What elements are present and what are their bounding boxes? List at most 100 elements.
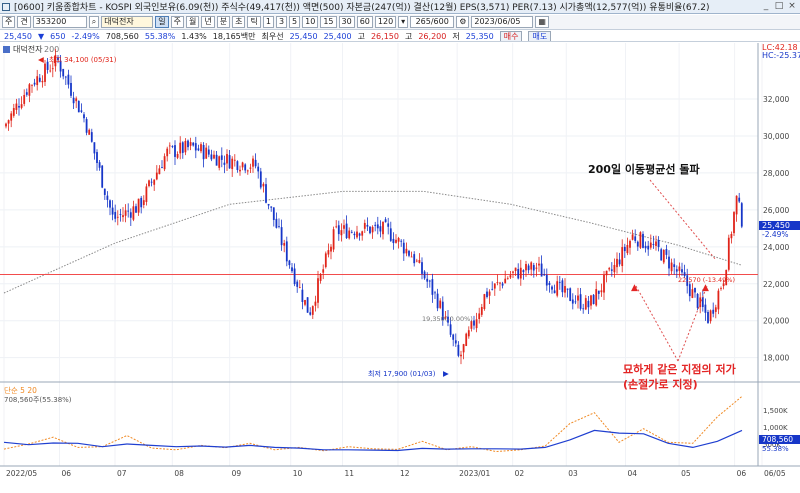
candle-body [111, 207, 114, 215]
price-tick-label: 20,000 [763, 317, 789, 326]
date-tick-label: 02 [515, 469, 525, 478]
volume-line [3, 429, 743, 452]
bid-price: 25,400 [323, 31, 352, 41]
window-titlebar: [0600] 키움종합차트 - KOSPI 외국인보유(6.09(천)) 주식수… [0, 0, 800, 14]
interval-button[interactable]: 60 [356, 16, 373, 28]
date-tick-label: 09 [232, 469, 242, 478]
candle-body [132, 206, 135, 220]
interval-button[interactable]: 30 [338, 16, 355, 28]
candle-body [309, 312, 312, 315]
candle-body [324, 253, 327, 268]
period-tab-tick[interactable]: 틱 [247, 16, 261, 28]
period-tab-year[interactable]: 년 [201, 16, 215, 28]
candle-body [54, 55, 57, 67]
date-field[interactable]: 2023/06/05 [471, 16, 534, 28]
period-tab-day[interactable]: 일 [155, 16, 169, 28]
candle-body [306, 297, 309, 313]
interval-button[interactable]: 5 [289, 16, 301, 28]
candle-body [317, 278, 319, 303]
same-low-note-2: (손절가로 지정) [623, 377, 698, 391]
interval-button[interactable]: 10 [302, 16, 319, 28]
candle-body [93, 142, 96, 154]
candle-body [103, 188, 106, 195]
candle-body [350, 231, 353, 233]
period-tab-second[interactable]: 초 [232, 16, 246, 28]
candle-body [184, 140, 187, 153]
toolbar-item-view[interactable]: 견 [17, 16, 31, 28]
candle-body [275, 218, 278, 228]
price-volume-chart[interactable]: 대덕전자 200 LC:42.18 HC:-25.37 18,000 20,000… [0, 43, 800, 493]
candle-body [176, 154, 179, 158]
toolbar-item-main[interactable]: 주 [2, 16, 16, 28]
candle-body [161, 167, 163, 169]
minimize-button[interactable]: _ [763, 1, 769, 11]
period-tab-month[interactable]: 월 [185, 16, 200, 28]
change-arrow-icon: ▼ [38, 31, 45, 41]
candle-body [574, 301, 577, 303]
interval-button[interactable]: 15 [320, 16, 337, 28]
period-tab-minute[interactable]: 분 [216, 16, 231, 28]
stock-name-field[interactable]: 대덕전자 [101, 16, 154, 28]
period-tab-week[interactable]: 주 [170, 16, 184, 28]
candle-body [647, 245, 650, 250]
candle-body [366, 224, 369, 227]
dropdown-icon[interactable]: ▾ [398, 16, 409, 28]
candle-body [535, 267, 538, 269]
candle-body [577, 295, 579, 301]
candle-body [332, 229, 335, 250]
candle-body [571, 299, 574, 304]
candle-body [262, 183, 265, 187]
candle-body [426, 278, 429, 282]
candle-body [148, 180, 150, 187]
interval-button[interactable]: 3 [275, 16, 288, 28]
chart-toolbar: 주 견 353200 ⌕ 대덕전자 일 주 월 년 분 초 틱 1 3 5 10… [0, 15, 800, 30]
high-annotation: ◀ 최고 34,100 (05/31) [38, 55, 117, 64]
candle-body [642, 233, 644, 248]
high-arrow-icon: ◀ [38, 55, 44, 64]
candle-body [374, 224, 377, 226]
search-icon[interactable]: ⌕ [88, 16, 100, 28]
legend-stock-name: 대덕전자 [13, 44, 43, 54]
high-label: 고 [357, 31, 365, 41]
low-price: 25,350 [465, 31, 494, 41]
candle-body [439, 300, 442, 308]
maximize-button[interactable]: □ [774, 1, 784, 11]
candle-body [62, 68, 65, 77]
date-tick-label: 08 [174, 469, 184, 478]
candle-body [527, 265, 530, 271]
candle-body [33, 82, 36, 85]
candle-body [540, 263, 543, 277]
candle-body [462, 344, 465, 353]
candle-body [127, 210, 130, 212]
candle-body [241, 162, 244, 168]
candle-body [371, 226, 374, 233]
candle-body [465, 333, 468, 346]
candle-body [10, 113, 13, 121]
candle-body [644, 245, 647, 249]
stock-code-input[interactable]: 353200 [32, 16, 87, 28]
candle-body [660, 249, 663, 261]
candle-body [283, 243, 286, 246]
buy-button[interactable]: 매수 [499, 31, 523, 41]
candle-body [584, 298, 587, 310]
candle-body [564, 286, 566, 293]
data-count-field[interactable]: 265/600 [410, 16, 455, 28]
interval-button[interactable]: 120 [374, 16, 397, 28]
sell-button[interactable]: 매도 [528, 31, 552, 41]
chart-area[interactable]: 대덕전자 200 LC:42.18 HC:-25.37 18,000 20,000… [0, 43, 800, 493]
settings-icon[interactable]: ⚙ [456, 16, 470, 28]
date-tick-label: 06/05 [764, 469, 786, 478]
volume-legend-value: 708,560주(55.38%) [4, 396, 72, 404]
candle-body [395, 239, 397, 243]
candle-body [44, 63, 46, 82]
candle-body [491, 288, 494, 290]
calendar-icon[interactable]: ▦ [535, 16, 549, 28]
candle-body [480, 307, 483, 315]
close-button[interactable]: × [788, 1, 796, 11]
interval-button[interactable]: 1 [262, 16, 274, 28]
candle-body [210, 154, 213, 160]
candle-body [129, 212, 132, 218]
open-label: 고 [404, 31, 413, 41]
candle-body [215, 154, 218, 166]
candle-body [189, 142, 192, 146]
